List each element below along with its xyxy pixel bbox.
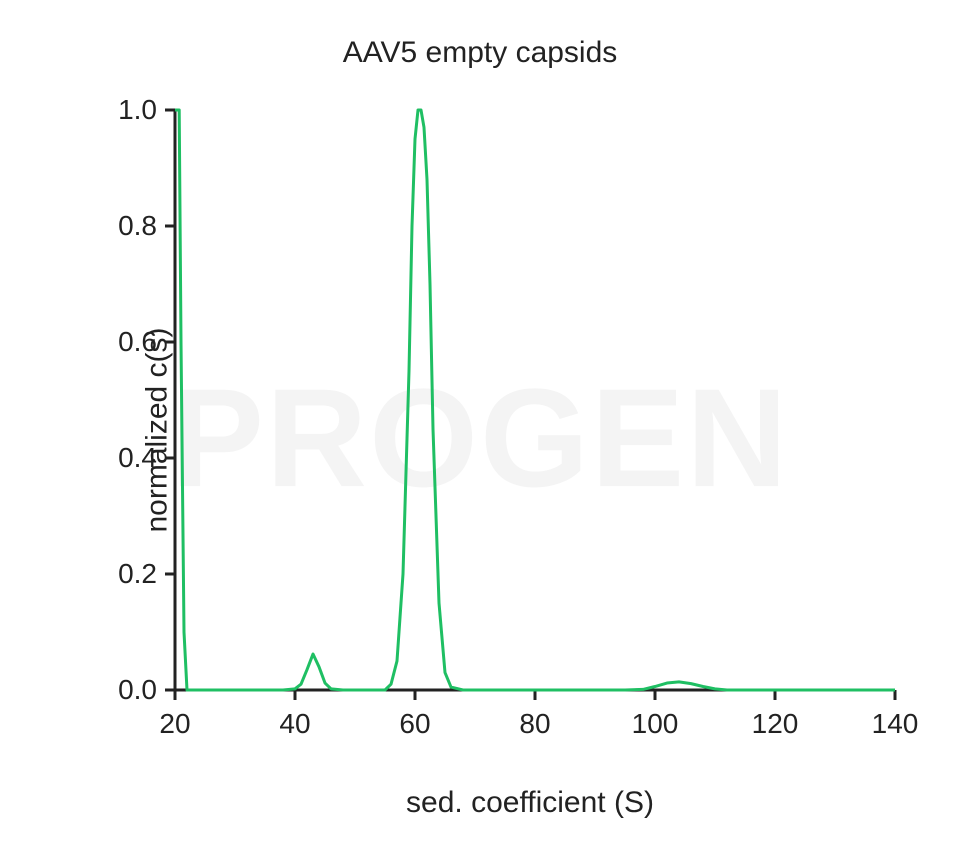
y-tick-label: 1.0 <box>118 94 157 126</box>
chart-title: AAV5 empty capsids <box>343 36 618 70</box>
y-tick-label: 0.4 <box>118 442 157 474</box>
data-line <box>175 110 895 690</box>
plot-svg <box>175 110 895 690</box>
x-tick-label: 20 <box>159 708 190 740</box>
x-tick-label: 100 <box>632 708 679 740</box>
chart-container: PROGEN AAV5 empty capsids normalized c(s… <box>0 0 960 860</box>
y-tick-label: 0.2 <box>118 558 157 590</box>
x-tick-label: 40 <box>279 708 310 740</box>
y-tick-label: 0.6 <box>118 326 157 358</box>
y-tick-label: 0.0 <box>118 674 157 706</box>
axes <box>175 110 895 690</box>
x-tick-label: 60 <box>399 708 430 740</box>
y-tick-label: 0.8 <box>118 210 157 242</box>
x-axis-label: sed. coefficient (S) <box>406 786 654 820</box>
x-tick-label: 140 <box>872 708 919 740</box>
y-axis-label: normalized c(s) <box>141 327 175 532</box>
x-tick-label: 120 <box>752 708 799 740</box>
x-tick-label: 80 <box>519 708 550 740</box>
